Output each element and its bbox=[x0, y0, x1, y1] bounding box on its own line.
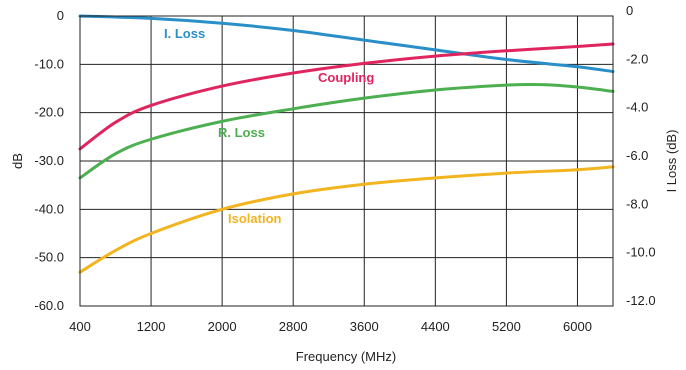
series-label-coupling: Coupling bbox=[318, 70, 374, 85]
y-right-tick-label: -6.0 bbox=[626, 148, 648, 163]
x-tick-label: 2800 bbox=[279, 319, 308, 334]
x-tick-label: 400 bbox=[69, 319, 91, 334]
y-right-tick-label: -4.0 bbox=[626, 100, 648, 115]
y-right-tick-label: 0 bbox=[626, 3, 633, 18]
x-tick-label: 4400 bbox=[421, 319, 450, 334]
x-tick-label: 2000 bbox=[208, 319, 237, 334]
y-left-tick-label: -50.0 bbox=[34, 250, 64, 265]
y-right-axis-ticks: 0 -2.0 -4.0 -6.0 -8.0 -10.0 -12.0 bbox=[626, 3, 656, 308]
x-tick-label: 3600 bbox=[350, 319, 379, 334]
y-left-tick-label: 0 bbox=[57, 8, 64, 23]
y-left-tick-label: -60.0 bbox=[34, 298, 64, 313]
y-left-axis-ticks: 0 -10.0 -20.0 -30.0 -40.0 -50.0 -60.0 bbox=[34, 8, 64, 313]
y-left-axis-title: dB bbox=[10, 153, 25, 169]
y-right-tick-label: -12.0 bbox=[626, 293, 656, 308]
series-label-i-loss: I. Loss bbox=[164, 26, 205, 41]
y-left-tick-label: -30.0 bbox=[34, 153, 64, 168]
y-right-tick-label: -10.0 bbox=[626, 245, 656, 260]
y-right-axis-title: I Loss (dB) bbox=[664, 130, 679, 193]
y-left-tick-label: -10.0 bbox=[34, 56, 64, 71]
x-axis-title: Frequency (MHz) bbox=[296, 349, 396, 364]
y-left-tick-label: -20.0 bbox=[34, 105, 64, 120]
x-tick-label: 6000 bbox=[563, 319, 592, 334]
y-right-tick-label: -2.0 bbox=[626, 51, 648, 66]
series-label-r-loss: R. Loss bbox=[218, 125, 265, 140]
x-axis-ticks: 400 1200 2000 2800 3600 4400 5200 6000 bbox=[69, 319, 592, 334]
series-label-isolation: Isolation bbox=[228, 211, 282, 226]
y-right-tick-label: -8.0 bbox=[626, 196, 648, 211]
x-tick-label: 1200 bbox=[137, 319, 166, 334]
y-left-tick-label: -40.0 bbox=[34, 201, 64, 216]
x-tick-label: 5200 bbox=[492, 319, 521, 334]
